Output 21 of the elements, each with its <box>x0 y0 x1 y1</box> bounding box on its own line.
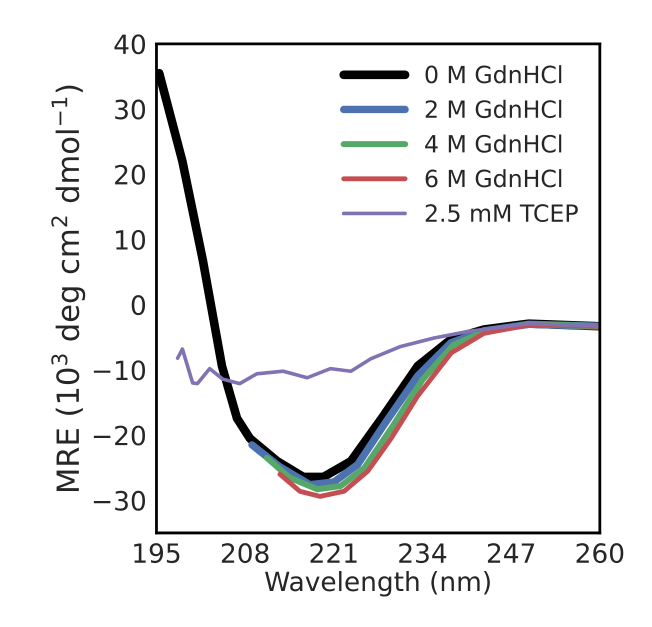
legend-label: 2.5 mM TCEP <box>426 204 578 222</box>
y-axis-title: MRE (10$^{3}$ deg cm$^{2}$ dmol$^{−1}$) <box>51 86 86 492</box>
x-tick-label: 260 <box>576 543 624 564</box>
x-tick-label: 195 <box>134 543 180 564</box>
y-tick-label: 10 <box>116 230 146 250</box>
legend-label: 2 M GdnHCl <box>426 100 562 118</box>
legend-label: 0 M GdnHCl <box>426 65 562 84</box>
y-tick-label: 0 <box>132 295 146 316</box>
y-tick-label: −10 <box>94 360 146 380</box>
legend-label: 6 M GdnHCl <box>426 169 562 188</box>
x-tick-label: 221 <box>310 543 357 563</box>
y-tick-label: 40 <box>114 34 146 54</box>
y-tick-label: −20 <box>94 426 146 446</box>
x-tick-label: 208 <box>222 543 269 564</box>
y-tick-label: −30 <box>94 490 146 511</box>
x-axis-title: Wavelength (nm) <box>265 570 490 597</box>
x-tick-label: 234 <box>399 543 446 564</box>
y-tick-label: 30 <box>115 100 146 120</box>
legend-label: 4 M GdnHCl <box>425 134 562 153</box>
y-tick-label: 20 <box>115 164 146 185</box>
x-tick-label: 247 <box>488 543 534 563</box>
